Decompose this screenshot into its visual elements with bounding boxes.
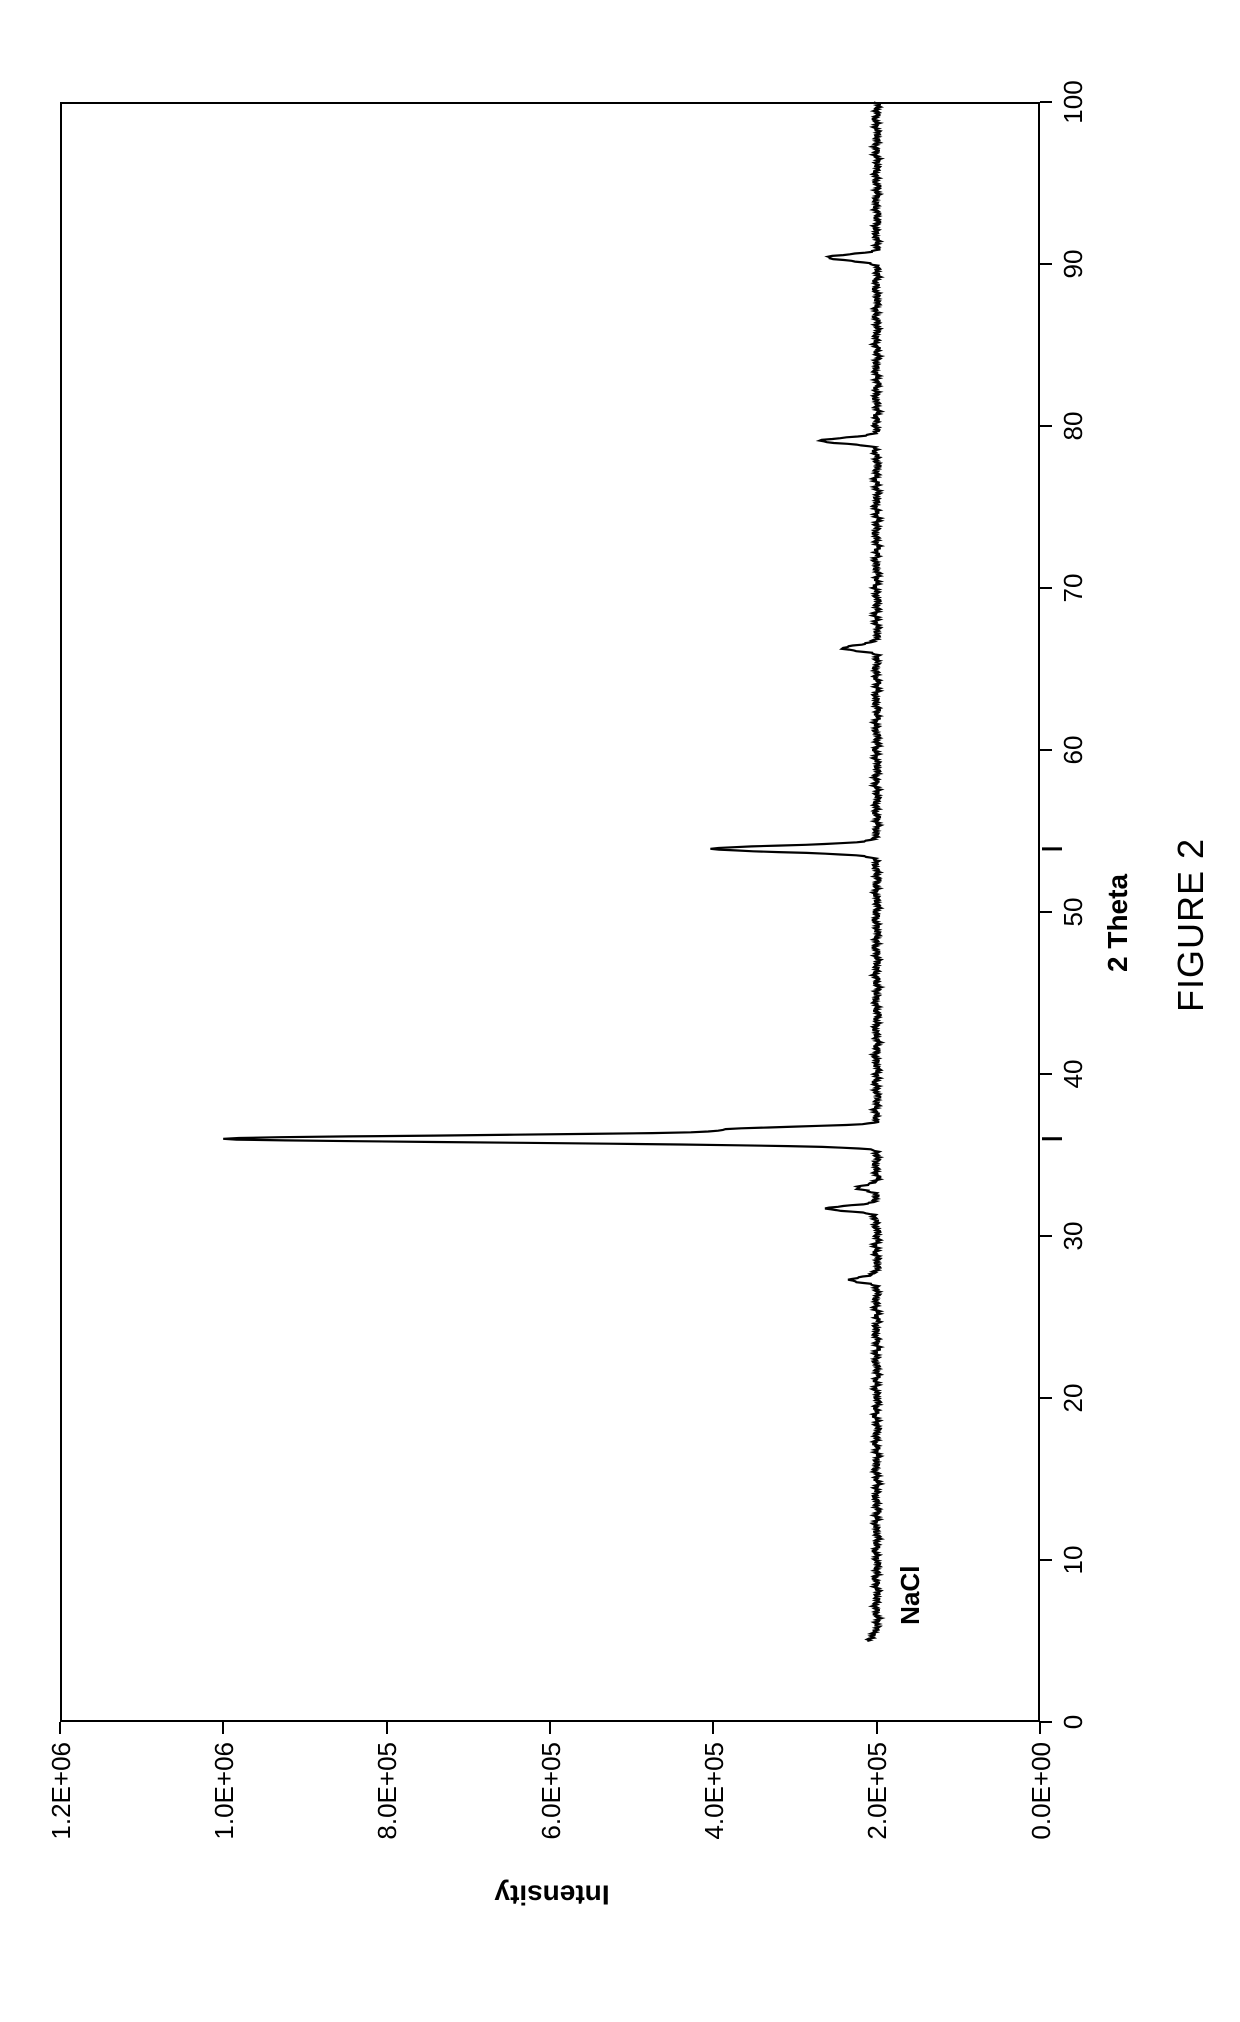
y-tick-mark — [59, 1722, 61, 1734]
x-tick-mark — [1040, 1559, 1052, 1561]
y-tick-label: 6.0E+05 — [536, 1742, 567, 1892]
x-axis-label: 2 Theta — [1102, 874, 1134, 972]
x-tick-mark — [1040, 1073, 1052, 1075]
y-tick-mark — [549, 1722, 551, 1734]
y-tick-label: 1.0E+06 — [209, 1742, 240, 1892]
y-tick-mark — [386, 1722, 388, 1734]
x-tick-mark — [1040, 749, 1052, 751]
y-tick-label: 4.0E+05 — [699, 1742, 730, 1892]
xrd-trace — [223, 102, 881, 1641]
y-axis-label: Intensity — [494, 1878, 609, 1910]
x-tick-label: 10 — [1058, 1520, 1089, 1600]
figure-caption: FIGURE 2 — [1170, 838, 1212, 1012]
x-tick-mark — [1040, 263, 1052, 265]
y-tick-label: 0.0E+00 — [1026, 1742, 1057, 1892]
x-tick-label: 0 — [1058, 1682, 1089, 1762]
x-tick-label: 30 — [1058, 1196, 1089, 1276]
x-tick-label: 50 — [1058, 872, 1089, 952]
rotated-chart-container: 0.0E+00 2.0E+05 4.0E+05 6.0E+05 8.0E+05 1.0E+… — [0, 0, 1240, 2022]
y-tick-mark — [1039, 1722, 1041, 1734]
x-tick-mark — [1040, 1397, 1052, 1399]
x-tick-label: 70 — [1058, 548, 1089, 628]
y-tick-mark — [222, 1722, 224, 1734]
y-tick-label: 1.2E+06 — [46, 1742, 77, 1892]
x-tick-label: 20 — [1058, 1358, 1089, 1438]
y-tick-label: 8.0E+05 — [372, 1742, 403, 1892]
y-tick-mark — [712, 1722, 714, 1734]
y-tick-label: 2.0E+05 — [862, 1742, 893, 1892]
y-tick-mark — [876, 1722, 878, 1734]
x-tick-label: 40 — [1058, 1034, 1089, 1114]
x-tick-mark — [1040, 587, 1052, 589]
x-tick-mark — [1040, 1721, 1052, 1723]
x-tick-label: 80 — [1058, 386, 1089, 466]
page: 0.0E+00 2.0E+05 4.0E+05 6.0E+05 8.0E+05 1.0E+… — [0, 0, 1240, 2022]
x-tick-label: 60 — [1058, 710, 1089, 790]
x-tick-label: 100 — [1058, 62, 1089, 142]
x-tick-label: 90 — [1058, 224, 1089, 304]
x-tick-mark — [1040, 101, 1052, 103]
x-tick-mark — [1040, 425, 1052, 427]
x-tick-mark — [1040, 911, 1052, 913]
series-label: NaCl — [895, 1566, 926, 1625]
chart-svg — [0, 0, 1240, 2022]
x-tick-mark — [1040, 1235, 1052, 1237]
